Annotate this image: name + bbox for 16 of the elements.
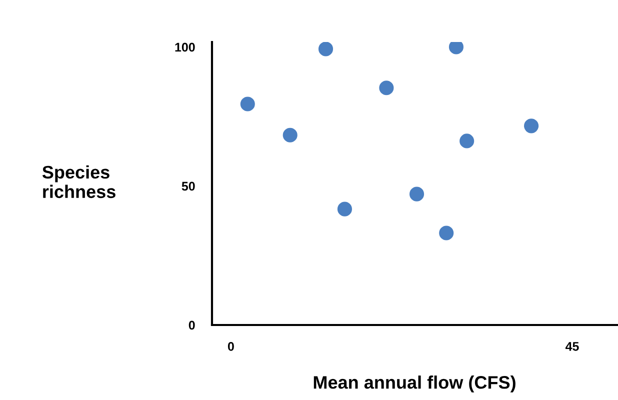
x-tick-label: 45 [565, 342, 579, 351]
point [240, 96, 255, 112]
y-axis-title: Species richness [42, 165, 116, 198]
point [439, 226, 454, 240]
point [318, 42, 334, 56]
point [524, 118, 539, 134]
point [282, 128, 298, 142]
y-tick-label: 50 [182, 182, 195, 191]
point [337, 202, 352, 216]
point [460, 134, 474, 148]
y-tick-label: 100 [175, 42, 195, 52]
x-axis-title: Mean annual flow (CFS) [314, 376, 516, 392]
point [448, 42, 464, 54]
point [409, 186, 424, 202]
y-tick-label: 0 [188, 320, 195, 330]
point [379, 80, 394, 96]
